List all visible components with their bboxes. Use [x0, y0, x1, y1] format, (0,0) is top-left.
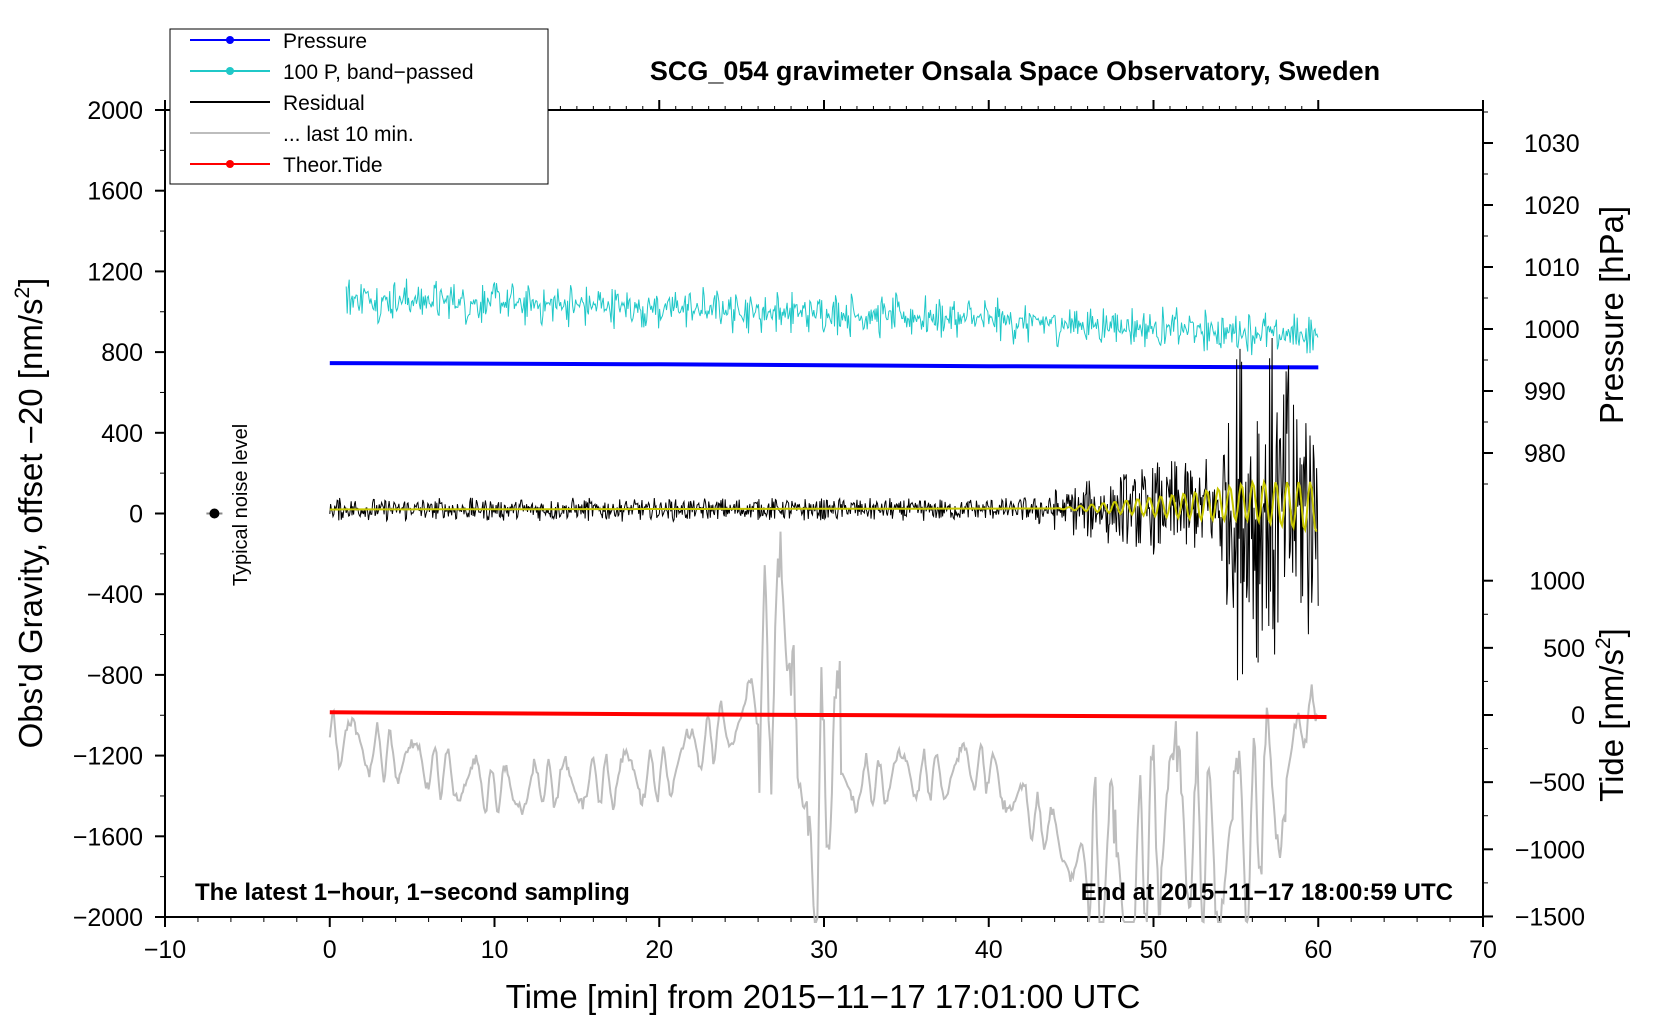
legend-label: ... last 10 min. [283, 123, 414, 146]
y-tick-label: −400 [87, 581, 143, 609]
legend-label: 100 P, band−passed [283, 61, 474, 84]
y-tick-label: 0 [129, 501, 143, 529]
pressure-tick-label: 1010 [1524, 254, 1580, 282]
noise-level-label: Typical noise level [230, 424, 252, 586]
tide-title-tail: ] [1593, 628, 1630, 637]
x-tick-label: 20 [645, 936, 673, 964]
x-tick-label: 10 [481, 936, 509, 964]
pressure-tick-label: 1020 [1524, 192, 1580, 220]
y-tick-label: −1200 [73, 743, 143, 771]
x-tick-label: 0 [323, 936, 337, 964]
legend: Pressure 100 P, band−passed Residual ... la… [169, 28, 549, 185]
tide-tick-label: −1500 [1515, 903, 1585, 931]
x-tick-label: −10 [144, 936, 186, 964]
x-tick-label: 30 [810, 936, 838, 964]
chart-title: SCG_054 gravimeter Onsala Space Observat… [650, 56, 1380, 86]
x-axis-title: Time [min] from 2015−11−17 17:01:00 UTC [506, 978, 1141, 1015]
tide-axis-title: Tide [nm/s2] [1592, 628, 1630, 802]
series-layer [206, 278, 1327, 924]
legend-label: Theor.Tide [283, 154, 383, 177]
y-tick-label: 2000 [87, 97, 143, 125]
y-tick-label: 400 [101, 420, 143, 448]
ticks-layer: −10 0 10 20 30 40 50 60 702000160012008004000−40… [73, 97, 1585, 964]
y-axis-title-left: Obs'd Gravity, offset −20 [nm/s2] [11, 278, 49, 749]
tide-tick-label: −1000 [1515, 836, 1585, 864]
y-left-tail: ] [12, 278, 49, 287]
series-residual-smoothed [329, 478, 1318, 534]
legend-marker [226, 67, 234, 75]
y-tick-label: 800 [101, 339, 143, 367]
footer-left: The latest 1−hour, 1−second sampling [195, 879, 630, 906]
pressure-tick-label: 1000 [1524, 316, 1580, 344]
y-tick-label: −800 [87, 662, 143, 690]
tide-tick-label: −500 [1529, 769, 1585, 797]
noise-point [209, 508, 220, 519]
y-tick-label: 1600 [87, 178, 143, 206]
tide-tick-label: 0 [1571, 702, 1585, 730]
x-tick-label: 70 [1469, 936, 1497, 964]
legend-label: Residual [283, 92, 365, 115]
y-left-main: Obs'd Gravity, offset −20 [nm/s [12, 299, 49, 749]
y-tick-label: −1600 [73, 823, 143, 851]
tide-tick-label: 500 [1543, 635, 1585, 663]
x-tick-label: 50 [1140, 936, 1168, 964]
series-last-10-min [328, 531, 1320, 924]
legend-label: Pressure [283, 30, 367, 53]
series-theor-tide [329, 710, 1327, 719]
legend-marker [226, 160, 234, 168]
tide-title-sup: 2 [1592, 637, 1615, 649]
y-tick-label: −2000 [73, 904, 143, 932]
pressure-tick-label: 980 [1524, 440, 1566, 468]
y-left-sup: 2 [11, 287, 34, 299]
legend-marker [226, 36, 234, 44]
footer-right: End at 2015−11−17 18:00:59 UTC [1081, 879, 1453, 906]
pressure-tick-label: 1030 [1524, 130, 1580, 158]
pressure-axis-title: Pressure [hPa] [1593, 206, 1630, 424]
series-band-passed-pressure [345, 278, 1319, 356]
pressure-tick-label: 990 [1524, 378, 1566, 406]
x-tick-label: 60 [1304, 936, 1332, 964]
y-tick-label: 1200 [87, 258, 143, 286]
tide-title-main: Tide [nm/s [1593, 649, 1630, 802]
legend-entries: Pressure 100 P, band−passed Residual ... la… [190, 30, 474, 177]
tide-tick-label: 1000 [1529, 568, 1585, 596]
legend-box [169, 28, 549, 185]
series-pressure [329, 361, 1319, 370]
x-tick-label: 40 [975, 936, 1003, 964]
